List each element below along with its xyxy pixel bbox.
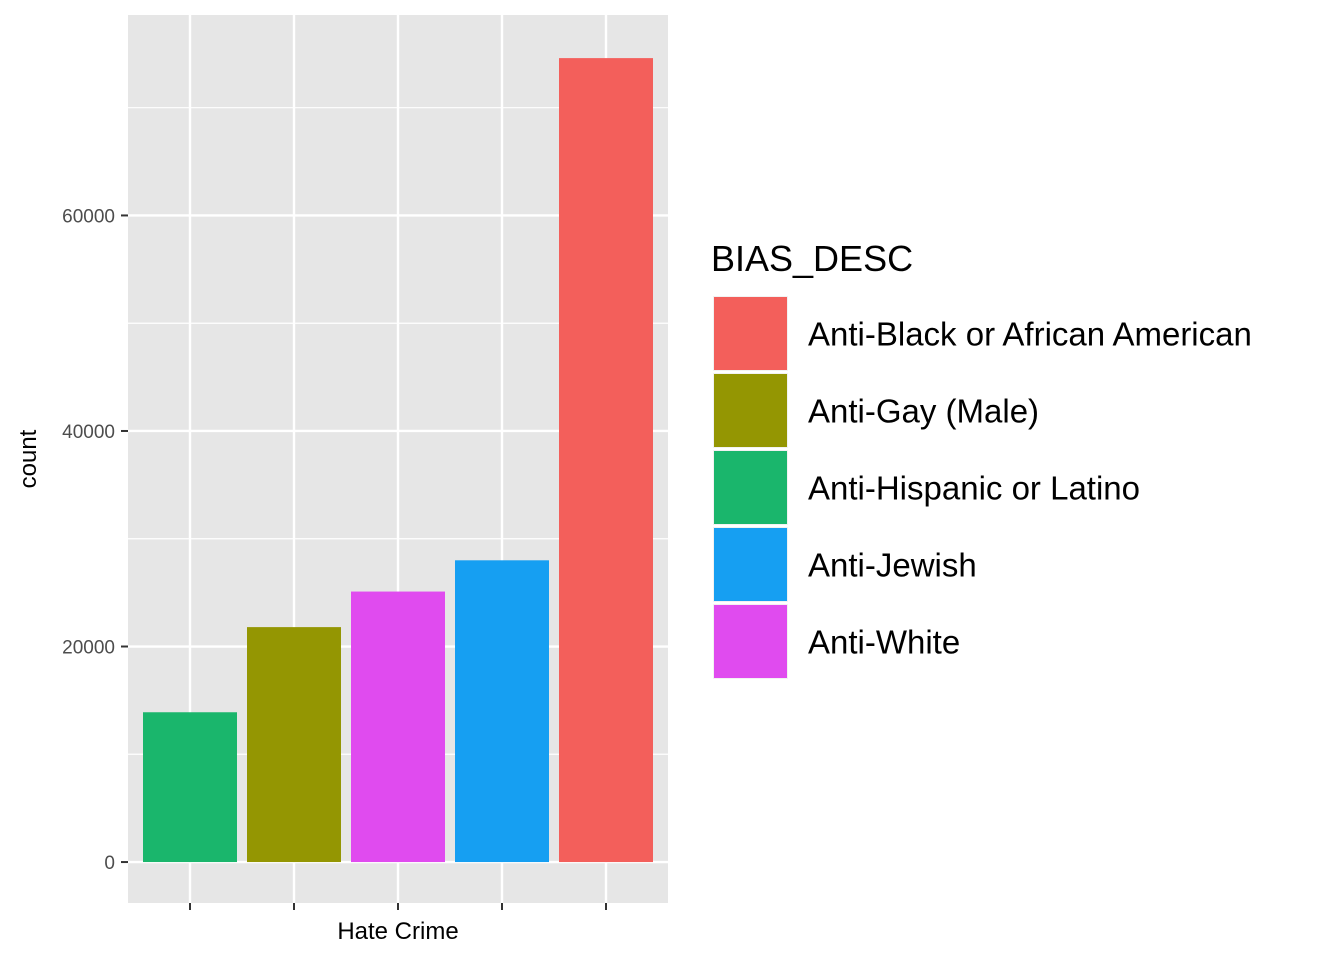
legend-entries: Anti-Black or African American Anti-Gay (… xyxy=(713,296,1252,679)
bar-anti-jewish xyxy=(455,560,549,863)
y-tick-label: 0 xyxy=(104,853,115,874)
x-axis-ticks xyxy=(189,903,607,910)
y-tick-label: 20000 xyxy=(62,638,115,659)
bar-anti-white xyxy=(351,591,445,863)
legend-entry-label: Anti-White xyxy=(808,624,960,661)
legend-title: BIAS_DESC xyxy=(711,238,913,279)
legend-entry-label: Anti-Jewish xyxy=(808,547,977,584)
legend: BIAS_DESC Anti-Black or African American… xyxy=(711,238,1252,679)
legend-entry-label: Anti-Black or African American xyxy=(808,316,1252,353)
bar-anti-gay-male xyxy=(247,627,341,863)
bars xyxy=(143,58,653,863)
x-axis-title: Hate Crime xyxy=(337,918,458,945)
legend-key-swatch xyxy=(714,374,787,447)
legend-key-swatch xyxy=(714,528,787,601)
bar-anti-black-or-african-american xyxy=(559,58,653,863)
y-tick-label: 60000 xyxy=(62,206,115,227)
y-axis-title: count xyxy=(15,429,42,488)
legend-key-swatch xyxy=(714,451,787,524)
y-tick-label: 40000 xyxy=(62,422,115,443)
y-axis-ticks: 0 20000 40000 60000 xyxy=(62,206,128,874)
legend-entry-label: Anti-Hispanic or Latino xyxy=(808,470,1140,507)
legend-key-swatch xyxy=(714,297,787,370)
legend-key-swatch xyxy=(714,605,787,678)
bar-anti-hispanic-or-latino xyxy=(143,712,237,863)
legend-entry-label: Anti-Gay (Male) xyxy=(808,393,1039,430)
